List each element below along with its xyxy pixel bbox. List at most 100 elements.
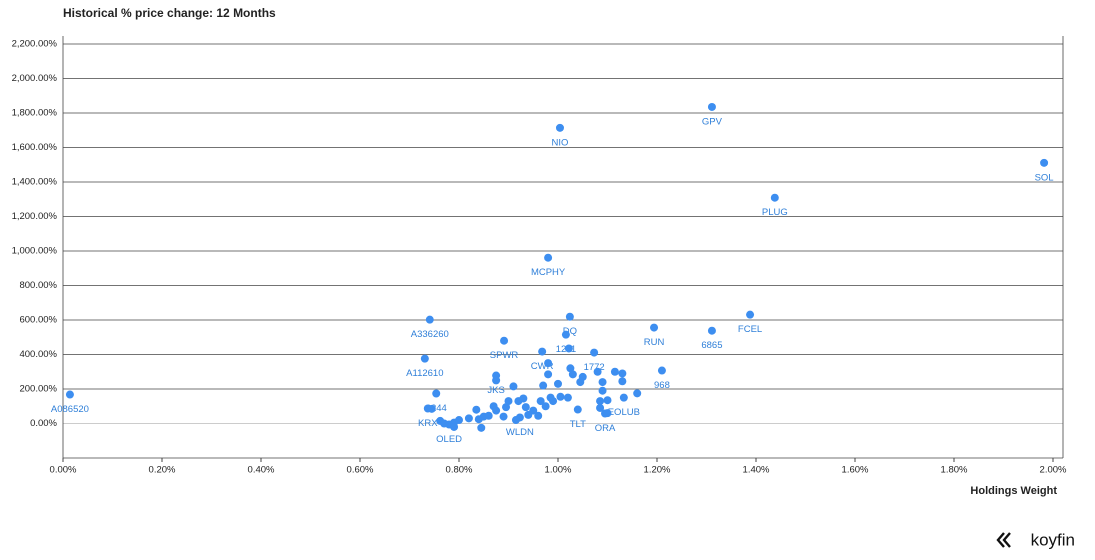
data-point [544,253,553,262]
point-label: 968 [654,380,670,391]
point-label: TLT [570,419,586,430]
data-point [492,406,501,415]
data-point [770,193,779,202]
x-tick-label: 1.40% [743,465,770,476]
brand-logo: koyfin [1031,530,1075,549]
data-point [534,411,543,420]
data-point [590,348,599,357]
data-point [472,405,481,414]
data-point [499,412,508,421]
data-point [573,405,582,414]
y-tick-label: 1,600.00% [12,142,58,153]
x-tick-label: 0.20% [149,465,176,476]
data-point [707,102,716,111]
data-point [477,423,486,432]
data-point [596,397,605,406]
x-tick-label: 0.80% [446,465,473,476]
point-label: FCEL [738,324,762,335]
data-point [541,402,550,411]
data-point [578,372,587,381]
data-point [566,364,575,373]
data-point [519,394,528,403]
data-point [603,409,612,418]
data-point [555,123,564,132]
data-point [432,389,441,398]
x-tick-label: 1.00% [545,465,572,476]
data-point [593,367,602,376]
point-label: RUN [644,337,665,348]
data-point [484,411,493,420]
x-tick-label: 2.00% [1040,465,1067,476]
point-label: JKS [487,385,504,396]
data-point [504,397,513,406]
data-point [618,377,627,386]
data-point [568,370,577,379]
y-tick-label: 0.00% [30,418,57,429]
data-point [511,416,520,425]
point-label: SPWR [490,350,519,361]
data-point [538,347,547,356]
point-label: A336260 [411,329,449,340]
x-tick-label: 0.60% [347,465,374,476]
data-point [603,396,612,405]
data-point [618,369,627,378]
data-point [544,359,553,368]
point-label: NIO [552,137,569,148]
data-point [450,422,459,431]
point-label: 6244 [426,403,447,414]
data-point [529,406,538,415]
data-point [500,336,509,345]
y-tick-label: 1,000.00% [12,246,58,257]
point-label: GPV [702,116,723,127]
data-point [746,310,755,319]
data-point [65,390,74,399]
data-point [440,419,449,428]
data-point [420,354,429,363]
point-label: KRX [418,418,438,429]
data-point [1040,158,1049,167]
data-point [657,366,666,375]
data-point [598,378,607,387]
x-tick-label: 0.00% [50,465,77,476]
y-tick-label: 1,400.00% [12,177,58,188]
y-tick-label: 800.00% [19,280,57,291]
data-point [707,326,716,335]
data-point [563,393,572,402]
data-point [502,403,511,412]
y-tick-label: 2,000.00% [12,73,58,84]
data-point [554,379,562,388]
point-label: OLED [436,434,462,445]
point-label: A112610 [406,368,443,379]
data-point [464,414,473,423]
data-point [619,393,628,402]
data-point [598,386,607,395]
data-point [427,404,436,413]
data-point [549,397,558,406]
y-tick-label: 600.00% [19,315,57,326]
data-point [564,344,573,353]
data-point [509,382,518,391]
x-tick-label: 1.20% [644,465,671,476]
x-axis-title: Holdings Weight [970,485,1057,497]
data-point [521,403,530,412]
point-label: EOLUB [608,407,640,418]
data-point [536,397,545,406]
x-tick-label: 1.80% [941,465,968,476]
data-point [425,315,434,324]
brand-icon [996,532,1011,548]
y-tick-label: 1,800.00% [12,108,58,119]
data-point [565,312,574,321]
y-tick-label: 2,200.00% [12,39,58,50]
data-point [556,392,565,401]
point-label: SOL [1035,172,1054,183]
data-point [561,330,570,339]
data-point [596,403,605,412]
y-tick-label: 1,200.00% [12,211,58,222]
data-point [650,323,659,332]
y-tick-label: 400.00% [19,349,57,360]
chart-title: Historical % price change: 12 Months [63,6,276,20]
point-label: 1772 [584,362,605,373]
point-label: 6865 [701,340,722,351]
point-label: PLUG [762,207,788,218]
x-tick-label: 0.40% [248,465,275,476]
